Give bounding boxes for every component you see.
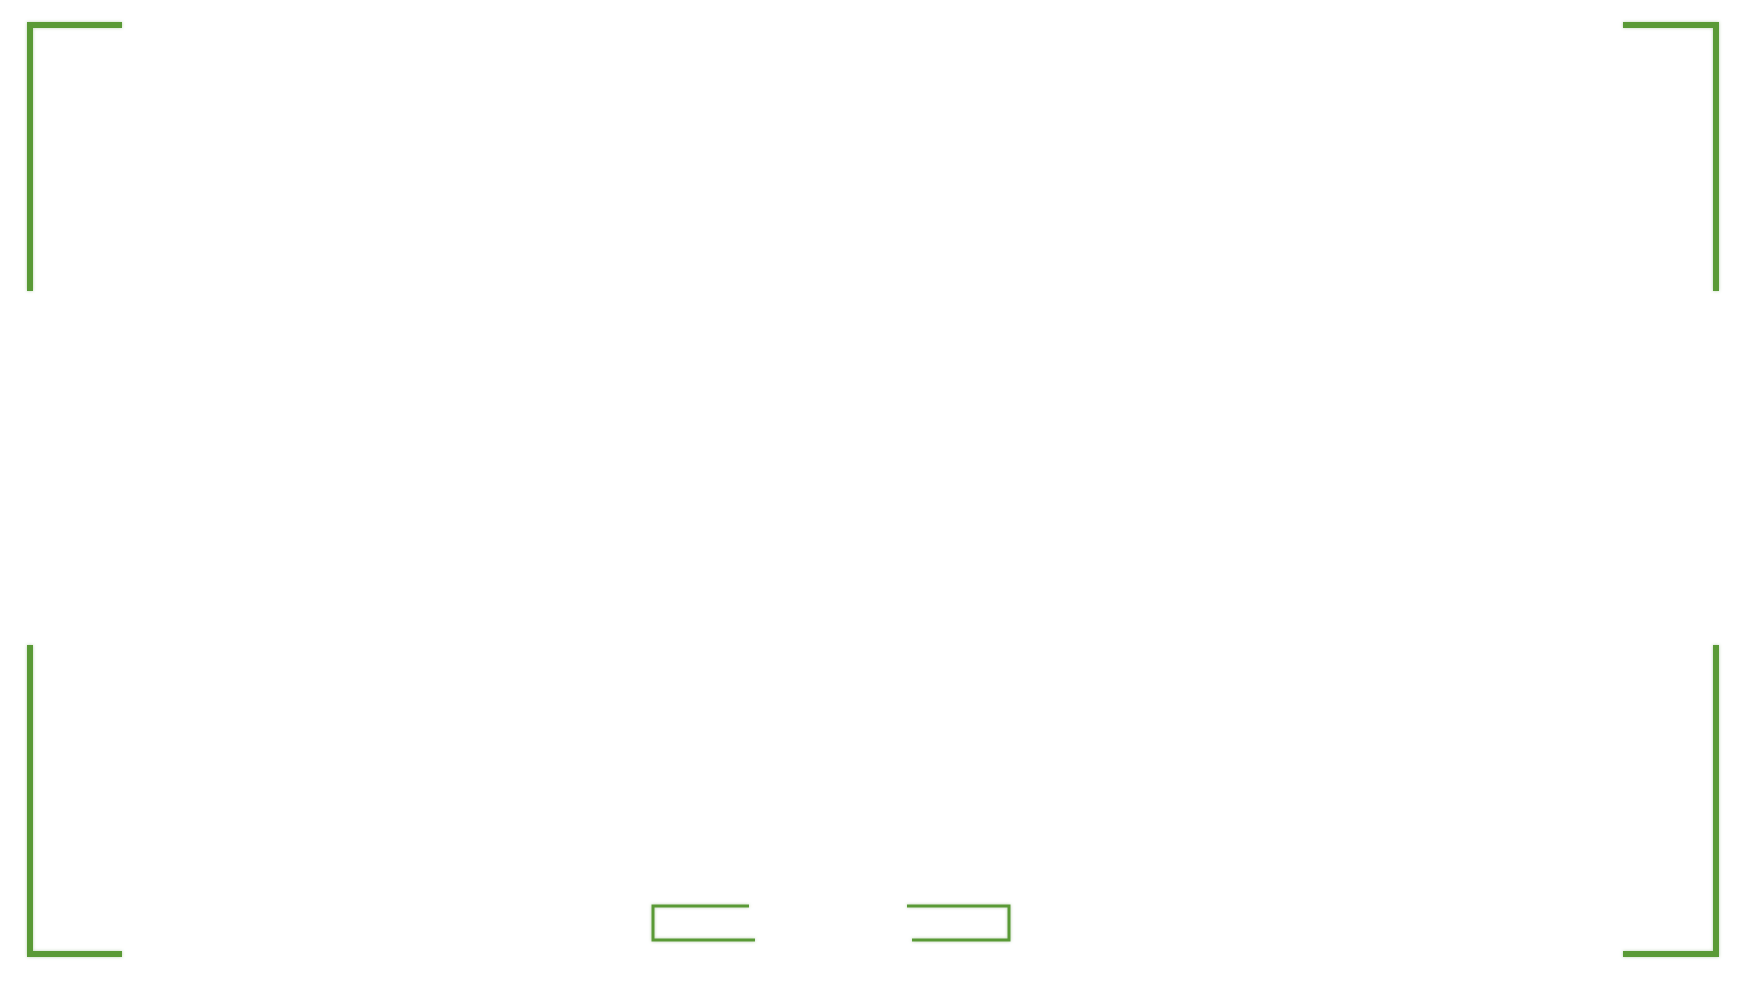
bottom-left-tab-outline (651, 904, 755, 942)
corner-bracket-bottom-left (27, 645, 122, 957)
corner-bracket-top-left (27, 22, 122, 291)
bottom-right-tab-outline (907, 904, 1011, 942)
corner-bracket-bottom-right (1623, 645, 1719, 957)
corner-bracket-top-right (1623, 22, 1719, 291)
